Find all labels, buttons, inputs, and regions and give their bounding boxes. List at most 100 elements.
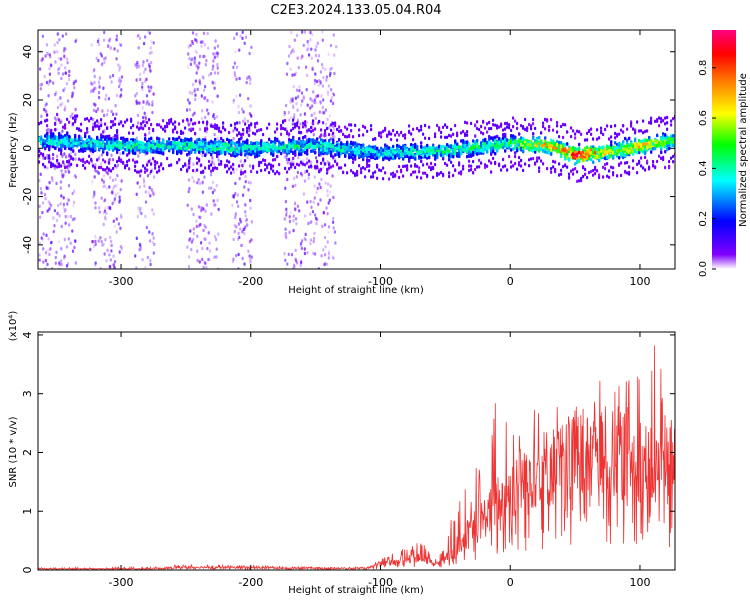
noise-speckle bbox=[188, 101, 191, 105]
band-fringe bbox=[186, 168, 189, 172]
band-fringe bbox=[642, 166, 645, 170]
band-fringe bbox=[52, 162, 55, 167]
band-cell bbox=[476, 142, 479, 146]
band-fringe bbox=[350, 169, 353, 173]
noise-speckle bbox=[329, 71, 332, 75]
band-fringe bbox=[146, 163, 149, 167]
noise-speckle bbox=[62, 49, 66, 53]
band-cell bbox=[302, 140, 305, 144]
noise-speckle bbox=[68, 77, 71, 82]
band-cell bbox=[236, 140, 239, 145]
band-fringe bbox=[230, 165, 233, 169]
band-fringe bbox=[630, 124, 633, 128]
noise-speckle bbox=[144, 190, 147, 194]
band-fringe bbox=[344, 134, 347, 139]
band-fringe bbox=[350, 123, 353, 127]
band-fringe bbox=[232, 162, 235, 167]
band-fringe bbox=[288, 132, 291, 136]
band-fringe bbox=[110, 169, 113, 173]
band-fringe bbox=[204, 166, 207, 170]
band-cell bbox=[544, 136, 547, 140]
noise-speckle bbox=[100, 62, 103, 67]
band-fringe bbox=[132, 123, 135, 128]
band-fringe bbox=[408, 124, 411, 128]
band-cell bbox=[182, 139, 185, 143]
band-fringe bbox=[148, 126, 151, 131]
noise-speckle bbox=[142, 60, 145, 64]
band-fringe bbox=[302, 125, 305, 129]
band-cell bbox=[42, 142, 45, 146]
noise-speckle bbox=[111, 201, 114, 206]
band-cell bbox=[324, 139, 327, 143]
band-fringe bbox=[222, 121, 225, 125]
noise-speckle bbox=[305, 120, 309, 124]
noise-speckle bbox=[50, 240, 53, 245]
band-fringe bbox=[66, 160, 69, 164]
band-fringe bbox=[382, 129, 385, 133]
noise-speckle bbox=[135, 236, 138, 240]
band-fringe bbox=[568, 176, 571, 180]
band-fringe bbox=[216, 126, 219, 131]
band-fringe bbox=[58, 118, 61, 122]
band-fringe bbox=[84, 117, 87, 121]
band-cell bbox=[592, 160, 595, 164]
noise-speckle bbox=[322, 165, 325, 169]
noise-speckle bbox=[49, 203, 53, 208]
band-cell bbox=[210, 148, 213, 153]
band-cell bbox=[60, 135, 63, 140]
noise-speckle bbox=[144, 265, 147, 269]
band-cell bbox=[468, 146, 471, 151]
noise-speckle bbox=[55, 90, 58, 95]
noise-speckle bbox=[136, 35, 139, 39]
noise-speckle bbox=[48, 207, 51, 211]
band-cell bbox=[186, 137, 189, 142]
band-fringe bbox=[62, 160, 65, 164]
noise-speckle bbox=[152, 212, 155, 216]
noise-speckle bbox=[284, 200, 288, 204]
band-fringe bbox=[514, 119, 517, 123]
band-cell bbox=[406, 148, 409, 152]
band-cell bbox=[238, 150, 241, 155]
noise-speckle bbox=[139, 72, 142, 77]
band-cell bbox=[400, 152, 403, 157]
noise-speckle bbox=[314, 252, 317, 256]
noise-speckle bbox=[104, 238, 107, 242]
noise-speckle bbox=[144, 67, 147, 71]
noise-speckle bbox=[111, 73, 115, 78]
noise-speckle bbox=[138, 185, 141, 189]
noise-speckle bbox=[202, 31, 206, 35]
band-fringe bbox=[556, 120, 559, 125]
band-cell bbox=[376, 156, 379, 160]
noise-speckle bbox=[119, 82, 122, 86]
noise-speckle bbox=[204, 85, 207, 89]
band-cell bbox=[634, 144, 637, 149]
noise-speckle bbox=[204, 115, 207, 120]
noise-speckle bbox=[57, 57, 60, 61]
noise-speckle bbox=[147, 190, 150, 195]
noise-speckle bbox=[150, 85, 153, 89]
band-cell bbox=[350, 155, 353, 159]
band-cell bbox=[552, 141, 555, 145]
noise-speckle bbox=[204, 209, 207, 213]
noise-speckle bbox=[234, 213, 237, 217]
band-cell bbox=[462, 148, 465, 152]
band-fringe bbox=[100, 118, 103, 122]
noise-speckle bbox=[101, 153, 104, 157]
band-fringe bbox=[378, 168, 381, 172]
noise-speckle bbox=[293, 263, 296, 267]
band-cell bbox=[380, 148, 383, 153]
band-cell bbox=[48, 141, 51, 146]
band-cell bbox=[442, 144, 445, 149]
noise-speckle bbox=[250, 220, 253, 224]
noise-speckle bbox=[248, 164, 252, 168]
noise-speckle bbox=[201, 181, 204, 185]
band-fringe bbox=[120, 120, 123, 124]
noise-speckle bbox=[65, 155, 68, 159]
band-cell bbox=[454, 140, 457, 144]
noise-speckle bbox=[330, 88, 333, 92]
band-fringe bbox=[500, 168, 503, 172]
band-cell bbox=[480, 148, 483, 153]
noise-speckle bbox=[208, 73, 211, 77]
noise-speckle bbox=[301, 99, 304, 103]
band-cell bbox=[332, 155, 335, 159]
